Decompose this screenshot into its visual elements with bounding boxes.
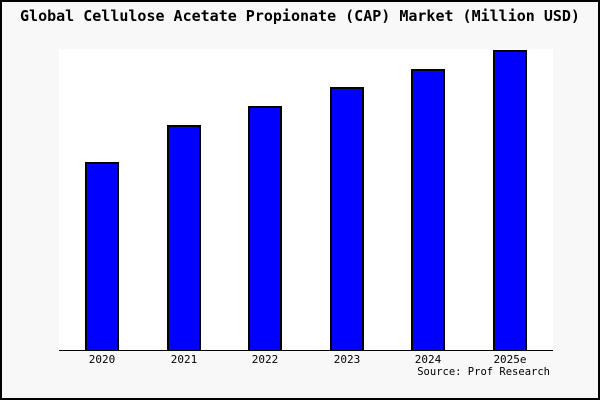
bar-2022 — [248, 106, 282, 350]
source-note: Source: Prof Research — [417, 366, 550, 378]
bar-2024 — [411, 69, 445, 350]
chart-title: Global Cellulose Acetate Propionate (CAP… — [20, 7, 580, 25]
bar-2021 — [167, 125, 201, 350]
x-tick-label-2025e: 2025e — [493, 353, 527, 366]
x-tick-label-2021: 2021 — [170, 353, 198, 366]
plot-area — [59, 49, 553, 351]
x-tick-label-2022: 2022 — [251, 353, 279, 366]
bar-2020 — [85, 162, 119, 350]
bar-2023 — [330, 87, 364, 350]
x-tick-label-2023: 2023 — [333, 353, 361, 366]
x-tick-label-2020: 2020 — [88, 353, 116, 366]
x-tick-label-2024: 2024 — [414, 353, 442, 366]
bar-2025e — [493, 50, 527, 350]
